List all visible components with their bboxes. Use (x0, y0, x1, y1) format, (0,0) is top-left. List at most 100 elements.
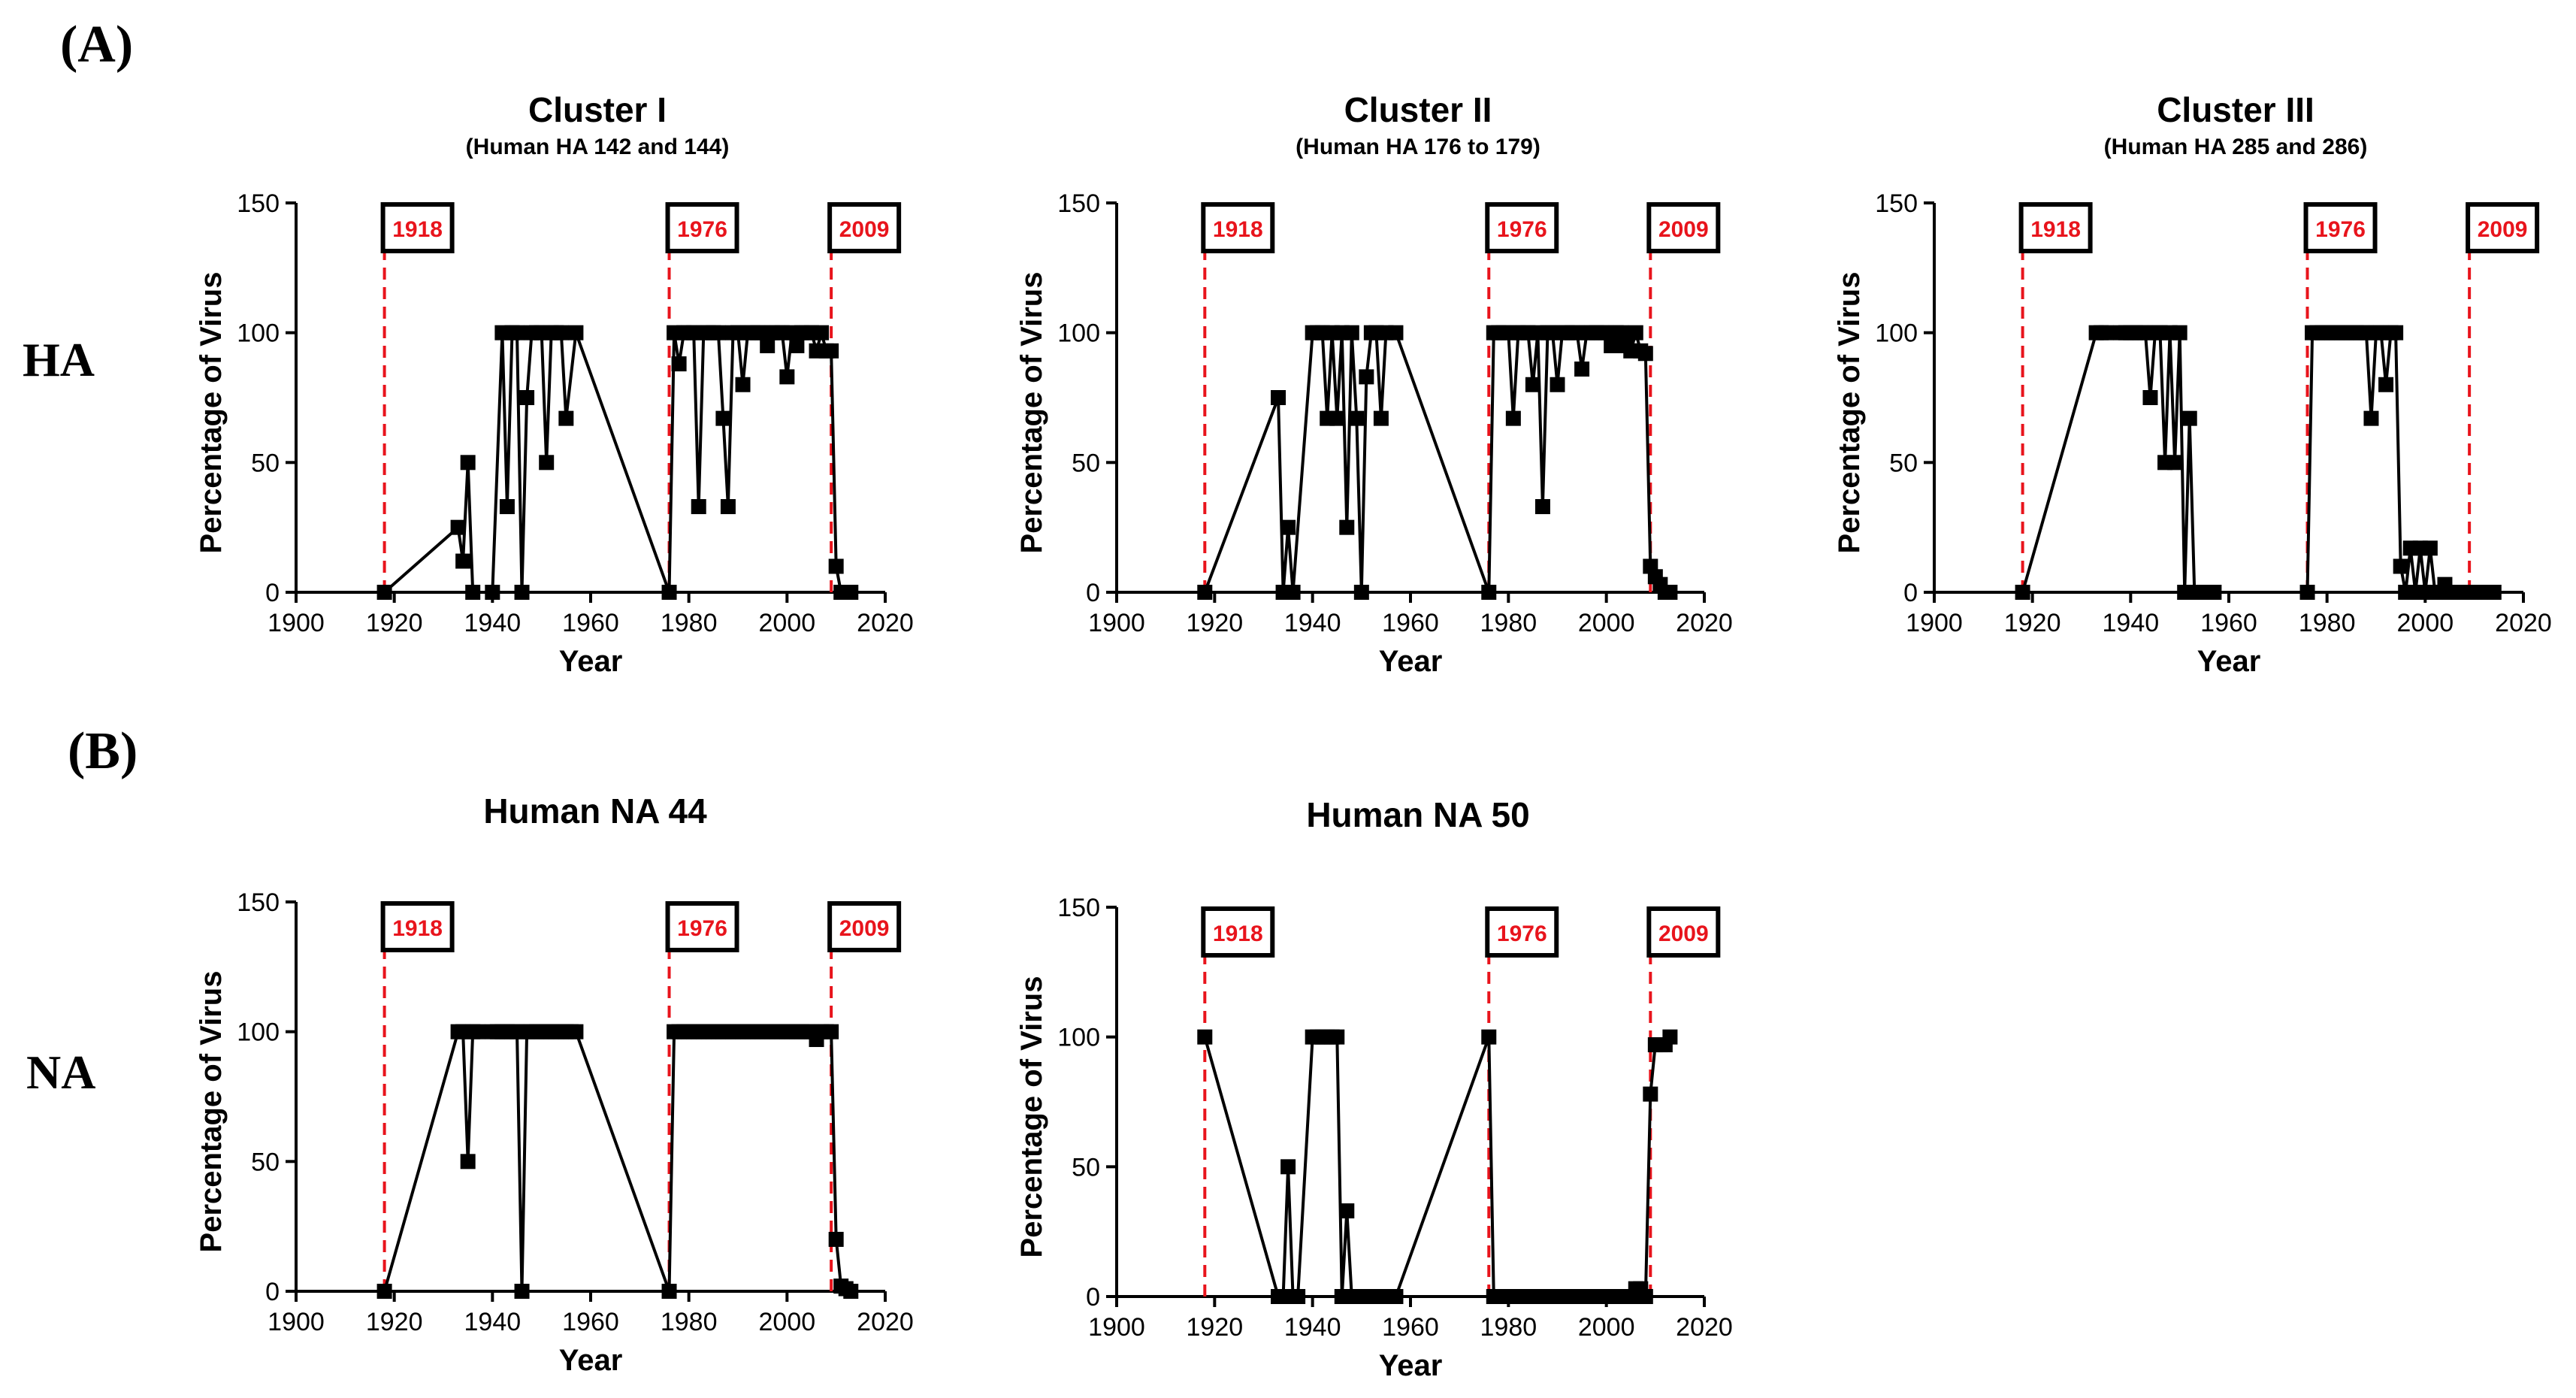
plot-area: 1900 1920 1940 1960 1980 2000 2020 0 50 100 150 Yea… (1833, 189, 2552, 678)
data-point (1271, 390, 1286, 405)
data-point (519, 390, 535, 405)
plot-area: 1900 1920 1940 1960 1980 2000 2020 0 50 100 150 Yea… (195, 888, 914, 1377)
event-box-1976 (665, 202, 739, 253)
data-point (1373, 410, 1389, 426)
data-point (843, 1284, 859, 1299)
x-tick-label: 1980 (1480, 609, 1537, 637)
chart-human-na-50: Human NA 50 1900 1920 1940 1960 1980 2000 2020… (1015, 795, 1733, 1382)
chart-title: Human NA 44 (483, 791, 707, 831)
event-box-2009 (1646, 906, 1721, 958)
data-point (460, 455, 476, 471)
plot-area: 1900 1920 1940 1960 1980 2000 2020 0 50 100 150 Yea… (195, 189, 914, 678)
y-tick-label: 50 (251, 449, 280, 477)
y-tick-label: 100 (237, 319, 280, 348)
y-tick-label: 150 (1057, 894, 1100, 922)
event-label-1918: 1918 (2030, 217, 2081, 242)
event-box-1918 (1201, 202, 1275, 253)
event-label-2009: 2009 (839, 217, 890, 242)
event-box-2009 (1646, 202, 1721, 253)
x-tick-label: 1980 (2299, 609, 2356, 637)
y-axis-label: Percentage of Virus (1015, 976, 1048, 1258)
chart-human-na-44: Human NA 44 1900 1920 1940 1960 1980 2000 2020… (195, 791, 914, 1377)
data-point (1349, 410, 1365, 426)
chart-subtitle: (Human HA 142 and 144) (466, 135, 730, 159)
data-point (2172, 325, 2187, 340)
x-axis-label: Year (2197, 645, 2261, 678)
chart-title: Cluster III (2157, 90, 2314, 129)
data-point (710, 325, 726, 340)
event-label-1918: 1918 (1213, 217, 1263, 242)
data-point (691, 499, 706, 515)
y-tick-label: 50 (1889, 449, 1918, 477)
data-point (1280, 519, 1296, 535)
x-tick-label: 2000 (1578, 609, 1635, 637)
event-box-1918 (2018, 202, 2093, 253)
data-point (1285, 585, 1301, 600)
data-point (376, 585, 392, 600)
event-label-2009: 2009 (839, 916, 890, 941)
plot-area: 1900 1920 1940 1960 1980 2000 2020 0 50 100 150 Yea… (1015, 189, 1733, 678)
x-tick-label: 1900 (1088, 1313, 1145, 1342)
data-point (2378, 377, 2394, 392)
x-tick-label: 1940 (1284, 1313, 1341, 1342)
x-tick-label: 1900 (1906, 609, 1963, 637)
y-tick-label: 150 (1057, 189, 1100, 218)
data-point (2181, 410, 2197, 426)
x-tick-label: 1900 (268, 1308, 325, 1336)
data-point (1359, 369, 1374, 385)
data-point (1344, 325, 1359, 340)
data-point (2422, 540, 2438, 556)
y-tick-label: 100 (1057, 1024, 1100, 1052)
data-point (376, 1284, 392, 1299)
data-point (1637, 346, 1653, 362)
data-point (789, 337, 805, 353)
data-point (661, 585, 677, 600)
event-box-1976 (1485, 906, 1559, 958)
y-tick-label: 100 (1057, 319, 1100, 348)
x-tick-label: 1920 (2004, 609, 2061, 637)
data-point (1329, 1029, 1345, 1045)
data-point (465, 585, 481, 600)
y-tick-label: 50 (1072, 449, 1100, 477)
event-box-1918 (1201, 906, 1275, 958)
x-tick-label: 1960 (1382, 609, 1439, 637)
y-tick-label: 100 (1875, 319, 1918, 348)
data-point (828, 1231, 844, 1247)
x-tick-label: 1940 (464, 609, 522, 637)
data-point (824, 343, 839, 359)
data-point (824, 1024, 839, 1039)
data-point (499, 499, 515, 515)
data-point (568, 1024, 584, 1039)
data-point (1329, 410, 1345, 426)
data-point (720, 499, 736, 515)
event-box-2009 (827, 202, 902, 253)
data-point (455, 553, 471, 569)
chart-title: Cluster I (528, 90, 667, 129)
x-tick-label: 2020 (1676, 1313, 1733, 1342)
event-label-1976: 1976 (677, 217, 727, 242)
x-tick-label: 2000 (759, 1308, 816, 1336)
chart-subtitle: (Human HA 176 to 179) (1296, 135, 1540, 159)
x-tick-label: 2000 (1578, 1313, 1635, 1342)
y-axis-label: Percentage of Virus (195, 272, 228, 554)
event-label-2009: 2009 (1658, 217, 1709, 242)
y-axis-label: Percentage of Virus (1833, 272, 1866, 554)
panel-label-a: (A) (60, 16, 133, 74)
data-point (514, 585, 530, 600)
data-point (1574, 362, 1590, 377)
data-point (1481, 585, 1497, 600)
y-tick-label: 0 (1086, 1283, 1100, 1312)
x-tick-label: 2000 (2397, 609, 2454, 637)
x-axis-label: Year (1379, 1349, 1443, 1382)
data-point (2299, 585, 2315, 600)
event-label-2009: 2009 (2478, 217, 2528, 242)
x-axis-label: Year (1379, 645, 1443, 678)
data-point (1643, 1086, 1658, 1102)
x-tick-label: 1920 (1187, 609, 1244, 637)
event-label-1976: 1976 (2315, 217, 2366, 242)
x-tick-label: 1900 (1088, 609, 1145, 637)
data-point (558, 410, 574, 426)
data-point (2015, 585, 2030, 600)
data-point (1388, 325, 1404, 340)
